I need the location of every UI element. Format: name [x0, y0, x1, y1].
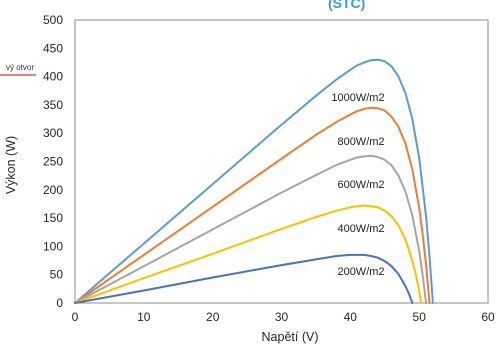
- y-tick-label: 350: [43, 98, 63, 112]
- x-tick-label: 30: [275, 310, 289, 324]
- y-tick-label: 300: [43, 126, 63, 140]
- series-line-200wm2: [74, 253, 414, 304]
- chart-title: (STC): [328, 0, 365, 11]
- series-label: 800W/m2: [337, 136, 384, 148]
- x-tick-label: 50: [413, 310, 427, 324]
- x-tick-label: 40: [344, 310, 358, 324]
- series-label: 1000W/m2: [331, 92, 384, 104]
- series-label: 600W/m2: [337, 179, 384, 191]
- legend: vý otvor: [0, 63, 36, 76]
- y-tick-label: 0: [56, 296, 63, 310]
- series-line-1000wm2: [74, 58, 434, 304]
- series-line-400wm2: [74, 204, 423, 304]
- y-tick-label: 150: [43, 211, 63, 225]
- x-axis-ticks: 0 10 20 30 40 50 60: [72, 310, 495, 324]
- x-tick-label: 10: [137, 310, 151, 324]
- x-tick-label: 20: [206, 310, 220, 324]
- series-line-800wm2: [74, 106, 431, 304]
- y-tick-label: 400: [43, 70, 63, 84]
- series-labels: 1000W/m2 800W/m2 600W/m2 400W/m2 200W/m2: [331, 92, 384, 278]
- y-axis-title: Výkon (W): [4, 136, 18, 194]
- x-tick-label: 0: [72, 310, 79, 324]
- y-tick-label: 500: [43, 13, 63, 27]
- series-lines: [74, 58, 434, 304]
- x-tick-label: 60: [481, 310, 495, 324]
- y-tick-label: 450: [43, 41, 63, 55]
- y-tick-label: 200: [43, 183, 63, 197]
- legend-label: vý otvor: [6, 63, 34, 72]
- y-axis-ticks: 0 50 100 150 200 250 300 350 400 450 500: [43, 13, 63, 310]
- y-tick-label: 50: [50, 268, 64, 282]
- y-tick-label: 100: [43, 239, 63, 253]
- x-axis-title: Napětí (V): [262, 330, 319, 344]
- series-label: 400W/m2: [337, 223, 384, 235]
- y-tick-label: 250: [43, 155, 63, 169]
- series-label: 200W/m2: [337, 266, 384, 278]
- series-line-600wm2: [74, 154, 428, 304]
